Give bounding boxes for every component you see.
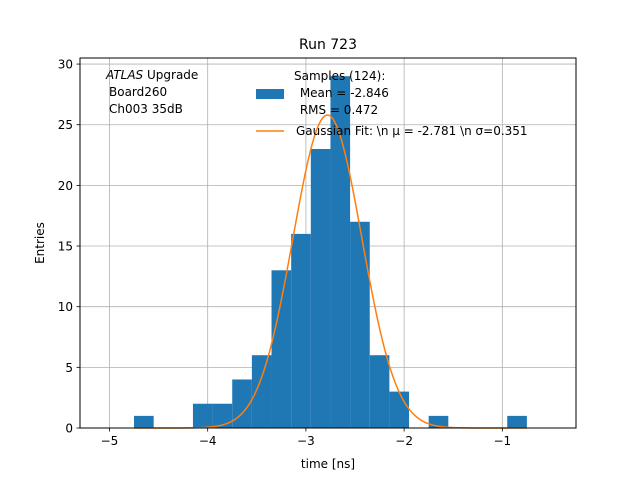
histogram-bars (134, 76, 527, 429)
y-tick-label: 20 (58, 179, 73, 193)
histogram-bar (212, 403, 233, 428)
y-tick-label: 10 (58, 300, 73, 314)
channel-label: Ch003 35dB (109, 102, 183, 116)
atlas-label: ATLAS (105, 68, 144, 82)
histogram-bar (134, 415, 154, 428)
chart-title: Run 723 (299, 37, 357, 53)
svg-text:ATLAS Upgrade: ATLAS Upgrade (105, 68, 198, 82)
histogram-bar (271, 270, 292, 428)
histogram-bar (232, 379, 252, 428)
histogram-bar (350, 221, 370, 428)
histogram-bar (507, 415, 527, 428)
x-tick-label: −1 (493, 434, 511, 448)
board-label: Board260 (109, 85, 167, 99)
y-axis-label: Entries (33, 222, 47, 264)
y-tick-label: 25 (58, 118, 73, 132)
legend-rms-label: RMS = 0.472 (296, 103, 378, 117)
y-tick-label: 0 (65, 422, 73, 436)
axis-ticks: −5 −4 −3 −2 −1 0 5 10 15 20 25 30 (58, 58, 511, 448)
legend: Samples (124): Mean = -2.846 RMS = 0.472… (256, 69, 528, 138)
histogram-bar (310, 148, 331, 428)
x-tick-label: −5 (101, 434, 119, 448)
x-axis-label: time [ns] (301, 457, 355, 471)
x-tick-label: −2 (395, 434, 413, 448)
histogram-bar (192, 403, 213, 428)
legend-samples-label: Samples (124): (294, 69, 385, 83)
legend-mean-label: Mean = -2.846 (296, 86, 389, 100)
x-tick-label: −4 (199, 434, 217, 448)
histogram-bar (369, 355, 390, 428)
x-tick-label: −3 (297, 434, 315, 448)
histogram-bar (251, 355, 272, 428)
y-tick-label: 5 (65, 361, 73, 375)
histogram-bar (389, 391, 410, 428)
legend-hist-swatch (256, 89, 284, 99)
upgrade-label: Upgrade (143, 68, 198, 82)
histogram-bar (330, 76, 351, 429)
atlas-annotation: ATLAS Upgrade Board260 Ch003 35dB (105, 68, 198, 116)
histogram-bar (291, 233, 311, 428)
y-tick-label: 15 (58, 240, 73, 254)
plot-frame (79, 57, 577, 429)
y-tick-label: 30 (58, 58, 73, 72)
legend-fit-label: Gaussian Fit: \n μ = -2.781 \n σ=0.351 (296, 124, 528, 138)
